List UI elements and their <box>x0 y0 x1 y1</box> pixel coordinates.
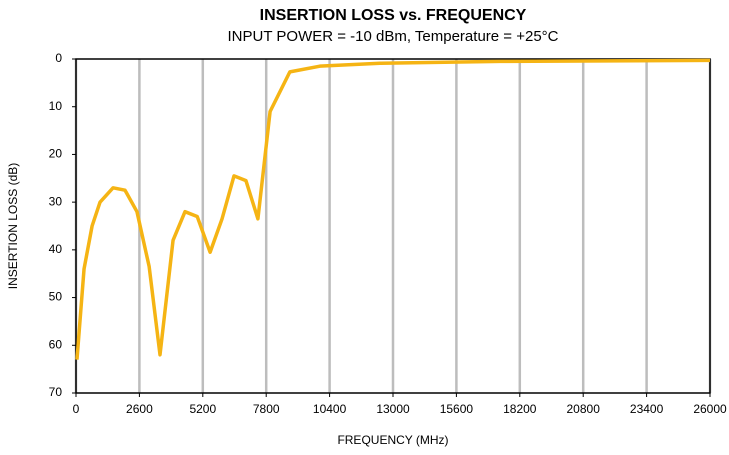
x-axis-label: FREQUENCY (MHz) <box>337 433 448 447</box>
x-tick-label: 20800 <box>567 402 601 416</box>
chart-title: INSERTION LOSS vs. FREQUENCY <box>260 7 527 24</box>
x-tick-label: 0 <box>73 402 80 416</box>
data-line <box>75 58 711 360</box>
x-tick-label: 23400 <box>630 402 664 416</box>
x-tick-label: 15600 <box>440 402 474 416</box>
chart-subtitle: INPUT POWER = -10 dBm, Temperature = +25… <box>228 28 559 45</box>
y-tick-label: 40 <box>49 242 63 256</box>
y-tick-label: 70 <box>49 385 63 399</box>
x-tick-label: 7800 <box>253 402 280 416</box>
y-tick-label: 30 <box>49 194 63 208</box>
y-tick-label: 0 <box>55 51 62 65</box>
x-tick-label: 18200 <box>503 402 537 416</box>
x-tick-label: 10400 <box>313 402 347 416</box>
y-tick-label: 50 <box>49 290 63 304</box>
x-tick-label: 2600 <box>126 402 153 416</box>
y-tick-label: 10 <box>49 99 63 113</box>
y-tick-label: 60 <box>49 337 63 351</box>
y-axis-label: INSERTION LOSS (dB) <box>6 163 20 289</box>
x-tick-label: 13000 <box>376 402 410 416</box>
y-tick-label: 20 <box>49 147 63 161</box>
plot-frame <box>75 58 711 394</box>
x-tick-label: 26000 <box>693 402 727 416</box>
x-tick-label: 5200 <box>189 402 216 416</box>
